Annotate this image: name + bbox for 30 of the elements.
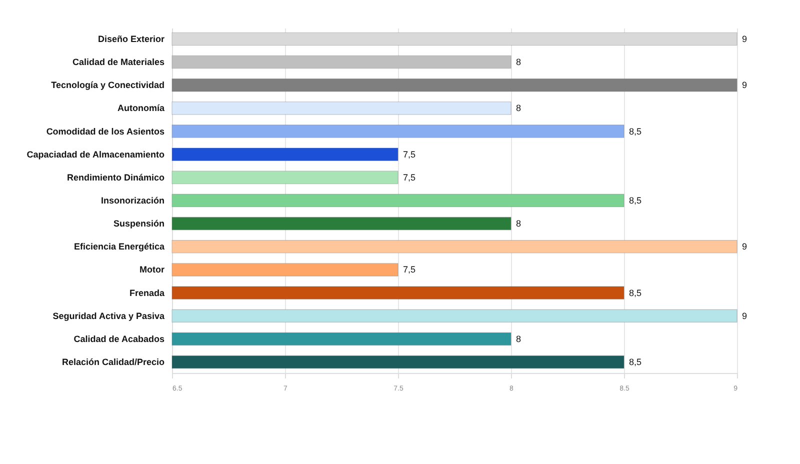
y-tick-label: Insonorización xyxy=(100,196,164,206)
y-tick-label: Suspensión xyxy=(113,218,164,229)
y-tick-label: Capaciadad de Almacenamiento xyxy=(26,149,165,160)
data-label: 8 xyxy=(516,103,522,114)
y-tick-label: Comodidad de los Asientos xyxy=(46,126,164,136)
data-label: 9 xyxy=(742,310,748,321)
data-label: 9 xyxy=(742,242,748,252)
y-tick-label: Motor xyxy=(140,264,165,275)
y-tick-label: Diseño Exterior xyxy=(98,34,165,44)
data-label: 8 xyxy=(516,57,522,68)
data-label: 8,5 xyxy=(629,288,642,298)
data-label: 7,5 xyxy=(403,264,416,275)
data-label: 9 xyxy=(742,34,748,44)
y-tick-label: Rendimiento Dinámico xyxy=(66,172,165,182)
y-tick-label: Frenada xyxy=(129,288,166,298)
data-label: 8,5 xyxy=(629,357,642,368)
y-tick-label: Autonomía xyxy=(118,103,166,114)
data-label: 8 xyxy=(516,218,522,229)
y-tick-label: Relación Calidad/Precio xyxy=(62,357,165,368)
data-label: 8 xyxy=(516,334,522,344)
data-label: 7,5 xyxy=(403,149,416,160)
y-tick-label: Calidad de Materiales xyxy=(72,57,164,68)
data-label: 8,5 xyxy=(629,196,642,206)
y-tick-label: Eficiencia Energética xyxy=(74,242,166,252)
data-label: 7,5 xyxy=(403,172,416,182)
data-label: 9 xyxy=(742,80,748,90)
y-tick-label: Calidad de Acabados xyxy=(74,334,164,344)
y-tick-label: Seguridad Activa y Pasiva xyxy=(52,310,166,321)
y-tick-label: Tecnología y Conectividad xyxy=(51,80,164,90)
data-label: 8,5 xyxy=(629,126,642,136)
